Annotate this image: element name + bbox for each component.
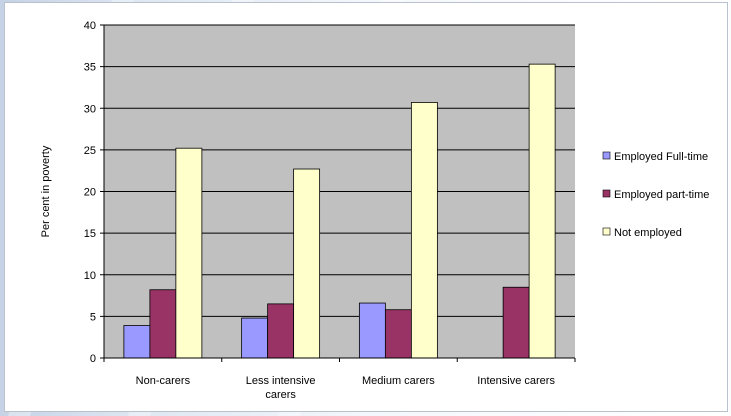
bar xyxy=(242,318,268,358)
x-tick-label: carers xyxy=(265,389,296,401)
bar xyxy=(411,102,437,358)
bar xyxy=(124,326,150,358)
bar xyxy=(503,287,529,358)
y-tick-label: 20 xyxy=(84,187,96,199)
x-tick-label: Medium carers xyxy=(362,375,435,387)
y-axis-title: Per cent in poverty xyxy=(40,145,52,237)
legend-swatch xyxy=(603,228,610,235)
bar xyxy=(150,290,176,358)
legend-swatch xyxy=(603,190,610,197)
legend-label: Employed Full-time xyxy=(614,151,708,163)
bar xyxy=(268,304,294,358)
y-tick-label: 5 xyxy=(90,311,96,323)
bar xyxy=(385,310,411,358)
legend-swatch xyxy=(603,152,610,159)
y-tick-label: 25 xyxy=(84,145,96,157)
legend-label: Employed part-time xyxy=(614,189,709,201)
y-tick-label: 0 xyxy=(90,353,96,365)
bar xyxy=(176,148,202,358)
bar-chart: 0 5 10 15 20 25 30 35 40 Non-carers Less intensiv… xyxy=(5,3,729,413)
y-tick-label: 30 xyxy=(84,103,96,115)
y-tick-labels: 0 5 10 15 20 25 30 35 40 xyxy=(84,20,96,365)
x-tick-labels: Non-carers Less intensive carers Medium car… xyxy=(136,375,556,401)
x-tick-label: Intensive carers xyxy=(477,375,555,387)
chart-area: 0 5 10 15 20 25 30 35 40 Non-carers Less intensiv… xyxy=(4,2,728,412)
y-tick-label: 15 xyxy=(84,228,96,240)
legend-label: Not employed xyxy=(614,227,682,239)
bar xyxy=(294,169,320,358)
x-tick-label: Non-carers xyxy=(136,375,191,387)
bar xyxy=(529,64,555,358)
y-tick-label: 35 xyxy=(84,62,96,74)
y-tick-label: 40 xyxy=(84,20,96,32)
legend: Employed Full-time Employed part-time Not … xyxy=(603,151,709,239)
x-tick-label: Less intensive xyxy=(246,375,316,387)
bar xyxy=(359,303,385,358)
y-tick-label: 10 xyxy=(84,270,96,282)
